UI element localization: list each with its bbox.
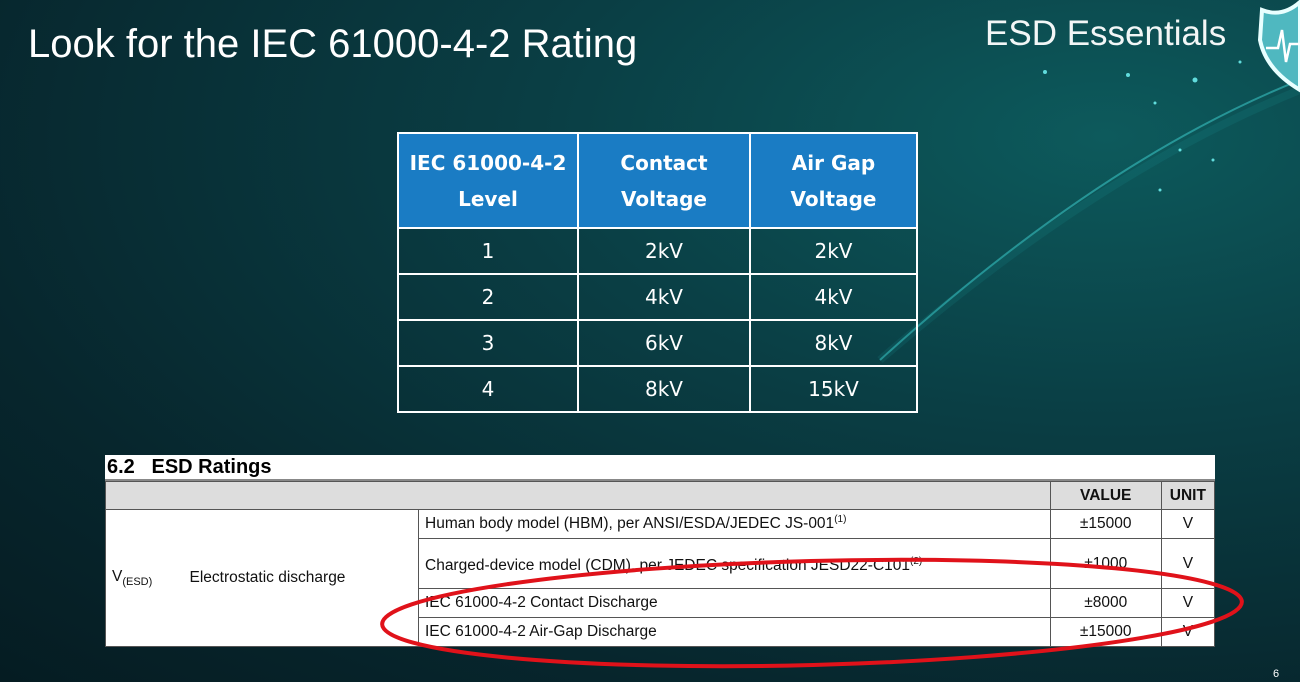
cell: 15kV: [749, 365, 918, 413]
row-desc: IEC 61000-4-2 Contact Discharge: [418, 588, 1051, 618]
row-unit: V: [1160, 538, 1216, 589]
header-value: VALUE: [1049, 481, 1162, 510]
cell: 4kV: [749, 273, 918, 321]
cell: 1: [397, 227, 579, 275]
cell: 8kV: [749, 319, 918, 367]
table-row: 3 6kV 8kV: [397, 319, 918, 367]
iec-level-table: IEC 61000-4-2 Level Contact Voltage Air …: [397, 132, 918, 413]
header-contact: Contact Voltage: [577, 132, 751, 229]
table-row: 4 8kV 15kV: [397, 365, 918, 413]
section-title: 6.2 ESD Ratings: [105, 455, 1215, 481]
row-unit: V: [1160, 509, 1216, 539]
row-desc: Human body model (HBM), per ANSI/ESDA/JE…: [418, 509, 1051, 539]
cell: 3: [397, 319, 579, 367]
row-value: ±15000: [1049, 509, 1162, 539]
row-value: ±8000: [1049, 588, 1162, 618]
row-value: ±15000: [1049, 617, 1162, 647]
row-value: ±1000: [1049, 538, 1162, 589]
cell: 4: [397, 365, 579, 413]
parameter: Electrostatic discharge: [183, 509, 419, 647]
row-unit: V: [1160, 617, 1216, 647]
row-unit: V: [1160, 588, 1216, 618]
esd-ratings-excerpt: 6.2 ESD Ratings VALUE UNIT V(ESD) Electro…: [105, 455, 1216, 647]
cell: 2: [397, 273, 579, 321]
table-row: 1 2kV 2kV: [397, 227, 918, 275]
header-level: IEC 61000-4-2 Level: [397, 132, 579, 229]
table-row: 2 4kV 4kV: [397, 273, 918, 321]
esd-ratings-table: VALUE UNIT V(ESD) Electrostatic discharge…: [105, 481, 1216, 647]
cell: 6kV: [577, 319, 751, 367]
cell: 4kV: [577, 273, 751, 321]
page-number: 6: [1273, 668, 1280, 680]
header-airgap: Air Gap Voltage: [749, 132, 918, 229]
cell: 8kV: [577, 365, 751, 413]
row-desc: IEC 61000-4-2 Air-Gap Discharge: [418, 617, 1051, 647]
section-name: ESD Ratings: [151, 456, 272, 478]
section-number: 6.2: [107, 456, 135, 478]
row-desc: Charged-device model (CDM), per JEDEC sp…: [418, 538, 1051, 589]
header-unit: UNIT: [1160, 481, 1216, 510]
cell: 2kV: [749, 227, 918, 275]
shield-logo-icon: [1257, 0, 1300, 93]
slide-title: Look for the IEC 61000-4-2 Rating: [28, 22, 638, 66]
cell: 2kV: [577, 227, 751, 275]
symbol: V(ESD): [105, 509, 184, 647]
brand-name: ESD Essentials: [985, 14, 1227, 53]
